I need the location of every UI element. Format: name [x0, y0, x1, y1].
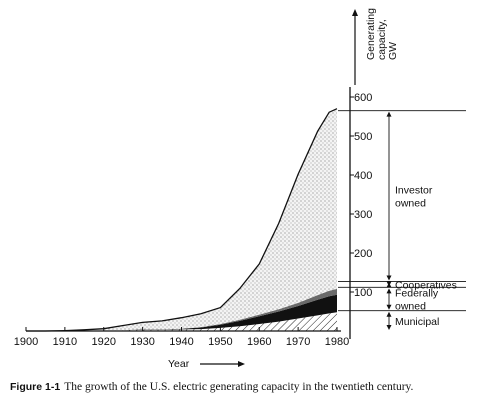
x-tick-label: 1930	[130, 336, 154, 348]
figure-number: Figure 1-1	[10, 381, 61, 393]
y-tick-label: 600	[354, 92, 372, 104]
y-tick-label: 100	[354, 287, 372, 299]
x-tick-label: 1970	[286, 336, 310, 348]
x-tick-label: 1920	[92, 336, 116, 348]
bracket-label: Investor	[395, 185, 433, 197]
bracket-label: owned	[395, 198, 426, 210]
y-axis-title: Generatingcapacity,GW	[365, 8, 399, 60]
stacked-areas	[26, 108, 338, 332]
y-tick-label: 500	[354, 131, 372, 143]
y-tick-label: 300	[354, 209, 372, 221]
bracket-label: Cooperatives	[395, 279, 457, 291]
bracket-cooperatives-arrow-down	[386, 281, 392, 287]
x-tick-label: 1980	[325, 336, 349, 348]
area-federally-owned	[26, 294, 337, 331]
right-axis: 100 200 300 400 500 600	[349, 87, 372, 339]
caption-text: The growth of the U.S. electric generati…	[64, 381, 414, 393]
x-tick-label: 1900	[14, 336, 38, 348]
x-tick-label: 1940	[169, 336, 193, 348]
total-capacity-line	[26, 108, 338, 332]
bracket-label: Municipal	[395, 316, 439, 328]
series-brackets: InvestorownedCooperativesFederallyownedM…	[338, 110, 466, 330]
bracket-label: owned	[395, 301, 426, 313]
x-tick-label: 1950	[208, 336, 232, 348]
x-axis-title-arrowhead	[238, 361, 245, 367]
bracket-investor-owned-arrow-down	[386, 275, 392, 281]
y-tick-label: 400	[354, 170, 372, 182]
bracket-federally-owned-arrow-up	[386, 288, 392, 294]
bracket-federally-owned-arrow-down	[386, 304, 392, 310]
bracket-label: Federally	[395, 288, 439, 300]
bracket-municipal-arrow-up	[386, 311, 392, 317]
x-axis-title: Year	[168, 358, 190, 370]
area-municipal	[26, 312, 337, 331]
axes: 1900 1910 1920 1930 1940 1950 1960 1970 1980	[14, 327, 349, 348]
bracket-investor-owned-arrow-up	[386, 111, 392, 117]
bracket-municipal-arrow-down	[386, 325, 392, 330]
area-investor-owned	[26, 108, 337, 331]
y-axis-title-line: Generating	[365, 8, 377, 60]
figure-caption: Figure 1-1 The growth of the U.S. electri…	[10, 381, 475, 393]
y-axis-title-arrowhead	[352, 9, 358, 16]
x-tick-label: 1910	[53, 336, 77, 348]
y-tick-label: 200	[354, 248, 372, 260]
y-axis-title-line: capacity,	[376, 19, 388, 60]
x-tick-label: 1960	[247, 336, 271, 348]
y-axis-title-line: GW	[387, 42, 399, 60]
